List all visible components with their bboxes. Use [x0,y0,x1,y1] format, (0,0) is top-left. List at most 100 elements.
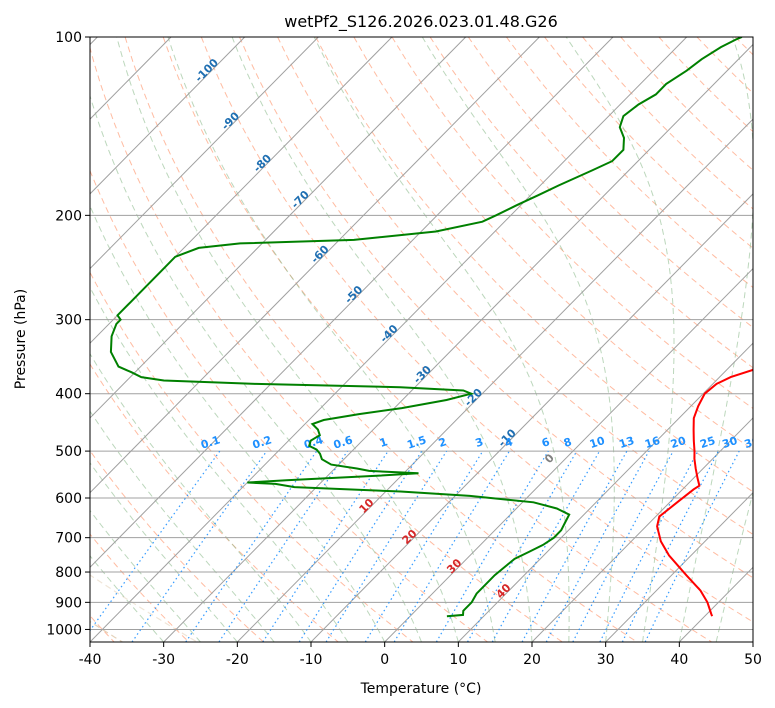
isotherm-line [90,37,614,568]
y-tick-label: 700 [55,531,82,547]
isotherm-line [457,342,753,642]
isotherm-line [163,43,753,642]
mixing-ratio-line [644,450,740,642]
mixing-ratio-lines [90,450,740,642]
mixing-ratio-line [185,450,318,642]
mixing-ratio-label: 36 [743,434,762,451]
moist-adiabat-line [715,490,753,642]
dry-adiabat-line [162,37,713,642]
x-axis-label: Temperature (°C) [360,681,482,697]
plot-frame [89,36,754,643]
mixing-ratio-label: 0.6 [332,433,355,451]
isotherm-line [90,37,246,195]
x-tick-label: -30 [152,652,175,668]
x-tick-label: 30 [597,652,615,668]
chart-title: wetPf2_S126.2026.023.01.48.G26 [284,12,558,32]
isotherm-line [605,491,753,642]
dry-adiabat-line [90,449,265,642]
dry-adiabat-line [353,37,753,451]
mixing-ratio-label: 16 [643,434,662,451]
moist-adiabat-line [116,37,459,642]
x-tick-label: 0 [380,652,389,668]
y-tick-label: 900 [55,595,82,611]
x-tick-label: -20 [226,652,249,668]
mixing-ratio-label: 6 [540,435,552,450]
x-tick-label: -40 [79,652,102,668]
mixing-ratio-label: 3 [474,435,485,450]
moist-adiabat-line [90,286,349,642]
mixing-ratio-label: 1 [378,435,389,450]
y-tick-label: 800 [55,565,82,581]
y-axis-ticks: 100 200 300 400 500 600 700 800 900 1000 [46,30,90,638]
isotherm-line [310,193,753,642]
mixing-ratio-label: 1.5 [405,433,428,451]
dry-adiabat-line [90,169,489,642]
x-tick-label: 50 [744,652,762,668]
moist-adiabat-line [90,509,201,642]
moist-adiabat-line [90,204,386,642]
dry-adiabat-line [124,37,638,642]
moist-adiabat-line [90,94,422,642]
moist-adiabat-line [167,37,496,642]
isotherm-line [236,118,753,642]
dry-adiabat-line [239,37,753,579]
x-tick-label: 40 [670,652,688,668]
y-tick-label: 1000 [46,622,82,638]
moist-adiabat-line [421,37,615,642]
x-axis-ticks: -40 -30 -20 -10 0 10 20 30 40 50 [79,642,762,668]
isotherm-line [531,417,753,642]
y-tick-label: 100 [55,30,82,46]
isotherm-line [384,267,753,642]
mixing-ratio-line [435,450,549,642]
mixing-ratio-label: 8 [562,435,573,450]
x-tick-label: 10 [449,652,467,668]
mixing-ratio-label: 10 [588,434,607,451]
isotherm-line [90,37,688,642]
mixing-ratio-line [262,450,389,642]
y-tick-label: 400 [55,387,82,403]
mixing-ratio-line [218,450,348,642]
mixing-ratio-label: 0.1 [199,433,222,451]
mixing-ratio-label: 30 [721,434,740,451]
x-tick-label: -10 [300,652,323,668]
dry-adiabat-line [391,37,753,410]
isotherm-line [90,37,319,270]
dewpoint-profile-line [109,37,743,618]
profile-lines [109,37,753,618]
moist-adiabat-line [90,462,238,642]
temperature-profile-line [656,367,753,617]
mixing-ratio-label: 0.4 [302,433,325,451]
isotherm-line [90,37,393,344]
isobars [90,37,753,630]
dry-adiabat-line [315,37,753,493]
moist-adiabat-line [90,410,275,642]
x-tick-label: 20 [523,652,541,668]
moist-adiabat-line [90,554,165,642]
plot-area: -100-90-80-70-60-50-40-30-20-10010203040… [90,37,762,642]
isotherms [90,37,753,642]
mixing-ratio-line [325,450,448,642]
mixing-ratio-line [364,450,484,642]
moist-adiabat-line [678,37,753,642]
y-axis-label: Pressure (hPa) [13,289,29,389]
y-tick-label: 500 [55,444,82,460]
moist-adiabat-line [231,37,533,642]
mixing-ratio-label: 25 [698,434,717,451]
isotherm-line [90,37,467,419]
mixing-ratio-label: 2 [437,435,448,450]
mixing-ratio-label: 20 [669,434,688,451]
mixing-ratio-line [298,450,423,642]
dry-adiabat-line [505,37,753,289]
mixing-ratio-line [131,450,268,642]
y-tick-label: 300 [55,313,82,329]
moist-adiabats [90,37,753,642]
mixing-ratio-line [393,450,510,642]
moist-adiabat-line [565,37,675,642]
moist-adiabat-line [313,37,570,642]
isotherm-line [90,37,540,494]
y-tick-label: 200 [55,208,82,224]
mixing-ratio-label: 0.2 [251,433,274,451]
y-tick-label: 600 [55,491,82,507]
mixing-ratio-line [545,450,650,642]
